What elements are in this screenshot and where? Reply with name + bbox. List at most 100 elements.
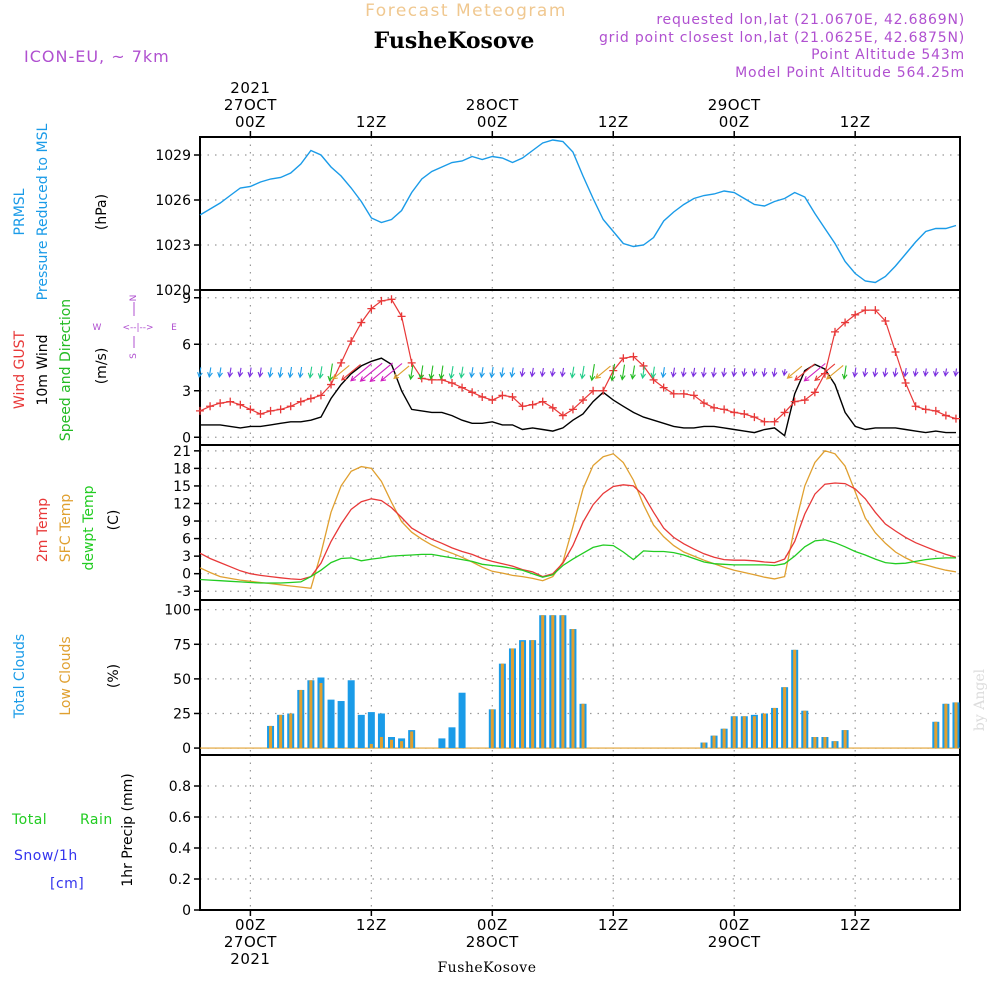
wind-direction-arrow [771, 367, 778, 378]
total-cloud-bar [377, 713, 385, 749]
gust-label: Wind GUST [12, 330, 28, 409]
low-cloud-bar [722, 728, 726, 749]
gust-marker [901, 379, 910, 387]
y-tick-label: 0 [182, 567, 191, 583]
gust-marker [831, 327, 840, 336]
gust-marker [296, 397, 305, 406]
wind-direction-arrow [579, 365, 586, 380]
hpa-label: (hPa) [94, 194, 110, 230]
wind-direction-arrow [711, 367, 717, 378]
low-cloud-bar [299, 689, 303, 749]
gust-marker [669, 389, 678, 398]
gust-marker [306, 394, 315, 403]
pressure-label: Pressure Reduced to MSL [35, 123, 51, 300]
wind-direction-arrow [862, 368, 869, 378]
wind-direction-arrow [589, 364, 596, 382]
y-tick-label: 0.2 [169, 872, 191, 888]
gust-marker [316, 391, 325, 400]
supertitle: Forecast Meteogram [365, 1, 567, 21]
footer-location: FusheKosove [437, 960, 536, 976]
y-tick-label: 75 [173, 637, 191, 653]
x-tick-label-top: 12Z [840, 113, 871, 131]
wind-direction-arrow [882, 367, 889, 378]
low-cloud-bar [793, 649, 797, 749]
wind-direction-arrow [448, 366, 455, 380]
low-cloud-bar [803, 710, 807, 749]
wind-direction-arrow [499, 367, 506, 379]
wind-direction-arrow [650, 366, 657, 379]
wind-direction-arrow [408, 365, 415, 381]
wind-direction-arrow [912, 368, 919, 378]
y-tick-label: 6 [182, 337, 191, 353]
gust-marker [468, 388, 477, 397]
wind-direction-arrow [340, 363, 361, 381]
gust-marker [488, 396, 497, 405]
total-cloud-bar [448, 727, 456, 749]
wind-direction-arrow [489, 366, 495, 379]
gust-marker [750, 413, 759, 422]
gust-marker [266, 406, 275, 415]
point-altitude: Point Altitude 543m [811, 47, 965, 63]
wind-direction-arrow [438, 365, 445, 380]
wind-direction-arrow [852, 367, 858, 378]
y-tick-label: -3 [177, 584, 191, 600]
gust-marker [508, 392, 517, 401]
wind-direction-arrow [872, 367, 879, 378]
gust-marker [236, 400, 245, 409]
gust-marker [599, 386, 608, 395]
wind-direction-arrow [217, 367, 223, 379]
compass-e: E [171, 323, 177, 333]
gust-marker [881, 317, 890, 325]
gust-marker [327, 380, 336, 389]
gust-marker [780, 408, 789, 417]
low-cloud-bar [319, 683, 323, 749]
low-cloud-bar [490, 709, 494, 749]
requested-lonlat: requested lon,lat (21.0670E, 42.6869N) [656, 12, 965, 28]
wind-direction-arrow [350, 363, 372, 382]
low-cloud-bar [561, 615, 565, 749]
wind-direction-arrow [297, 366, 304, 379]
plot-layer: 10201023102610290369-3036912151821025507… [155, 79, 961, 968]
t2m-line [199, 482, 957, 581]
wind-direction-arrow [359, 362, 383, 382]
wind-line [200, 357, 956, 437]
wind-direction-arrow [428, 365, 435, 380]
y-tick-label: 1020 [155, 283, 191, 299]
y-tick-label: 21 [173, 444, 191, 460]
wind-direction-arrow [794, 363, 815, 381]
wind-direction-arrow [660, 367, 667, 379]
gust-marker [710, 403, 719, 412]
gust-marker [851, 310, 860, 319]
gust-marker [589, 386, 598, 395]
wind-direction-arrow [332, 364, 350, 380]
low-cloud-bar [571, 629, 575, 749]
x-tick-label-bottom: 27OCT [224, 933, 277, 951]
wind-direction-arrow [932, 368, 939, 378]
wind-direction-arrow [327, 363, 334, 382]
gust-marker [921, 405, 930, 414]
gust-marker [548, 403, 557, 412]
x-tick-label-bottom: 00Z [719, 916, 750, 934]
total-clouds-label: Total Clouds [12, 634, 28, 719]
x-tick-label-top: 00Z [477, 113, 508, 131]
gust-marker [911, 402, 920, 411]
gust-marker [216, 399, 225, 408]
wind-direction-arrow [287, 366, 294, 379]
low-cloud-bar [390, 739, 394, 749]
wind-direction-arrow [761, 368, 768, 378]
low-cloud-bar [813, 737, 817, 749]
gust-marker [528, 400, 537, 409]
low-cloud-bar [833, 741, 837, 749]
gust-marker [659, 383, 668, 392]
wind-direction-arrow [569, 366, 576, 379]
wind-direction-arrow [479, 367, 485, 379]
model-label: ICON-EU, ~ 7km [24, 47, 170, 66]
wind-direction-arrow [640, 366, 647, 380]
low-cloud-bar [823, 737, 827, 749]
gust-marker [367, 304, 376, 313]
compass-n: N [129, 295, 139, 302]
prmsl-label: PRMSL [12, 188, 28, 235]
low-cloud-bar [702, 742, 706, 749]
x-tick-label-bottom: 2021 [230, 950, 270, 968]
total-cloud-bar [438, 738, 446, 749]
